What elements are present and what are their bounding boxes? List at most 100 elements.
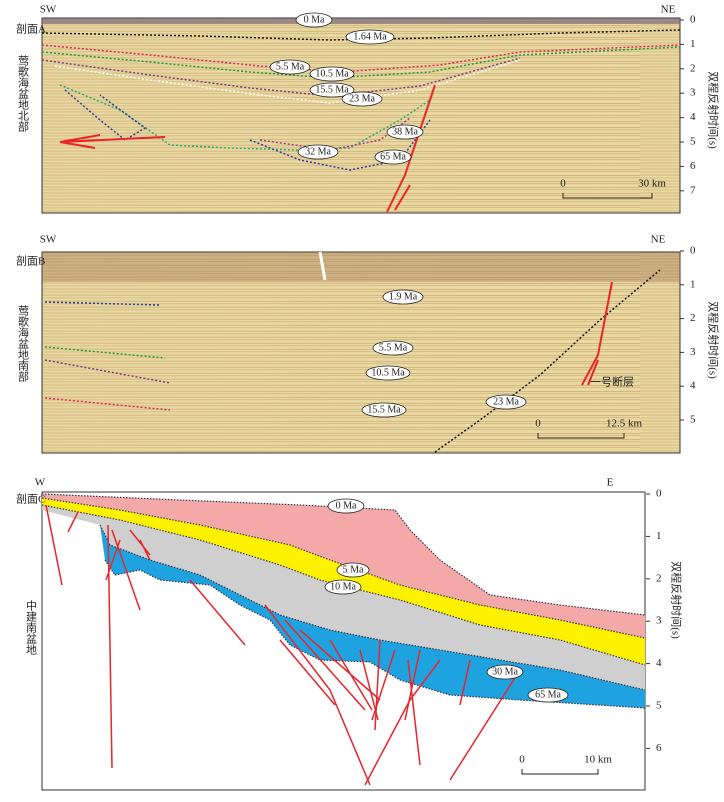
age-label-box <box>324 579 362 595</box>
age-label-box <box>374 149 412 165</box>
tick-label: 0 <box>690 245 696 257</box>
fault <box>45 504 521 786</box>
age-label-box <box>336 562 370 578</box>
axis-title: 双程反射时间(s) <box>669 561 683 639</box>
scale-label: 10 km <box>584 754 612 766</box>
age-label: 5.5 Ma <box>276 61 305 72</box>
age-label-box <box>295 12 333 28</box>
horizon <box>44 397 171 411</box>
layer-10-30 <box>42 505 645 690</box>
age-label: 5 Ma <box>343 564 364 575</box>
age-label-box <box>309 82 355 98</box>
age-label: 15.5 Ma <box>315 84 349 95</box>
age-label: 65 Ma <box>535 689 561 700</box>
age-label: 0 Ma <box>336 500 357 511</box>
panel-label: 剖面A <box>16 22 46 36</box>
tick-label: 1 <box>656 530 662 542</box>
tick-label: 6 <box>690 160 696 172</box>
age-label-box <box>527 687 569 703</box>
tick-label: 7 <box>690 184 696 196</box>
age-label: 5.5 Ma <box>379 342 408 353</box>
age-label: 1.64 Ma <box>353 31 387 42</box>
horizon <box>41 497 646 639</box>
scale-bar <box>537 433 625 439</box>
horizon <box>434 269 661 453</box>
tick-label: 2 <box>656 572 662 584</box>
axis-title: 双程反射时间(s) <box>706 71 720 149</box>
age-label-box <box>297 144 339 160</box>
age-label: 10 Ma <box>330 581 356 592</box>
tick-label: 4 <box>690 380 696 392</box>
age-label: 1.9 Ma <box>389 291 418 302</box>
age-label: 23 Ma <box>349 93 375 104</box>
horizon <box>99 524 646 691</box>
water-layer <box>42 18 680 24</box>
horizon <box>59 84 431 151</box>
age-label: 30 Ma <box>492 666 518 677</box>
direction-right: NE <box>661 4 676 16</box>
region-label: 中建南盆地 <box>24 600 37 655</box>
tick-label: 2 <box>690 62 696 74</box>
tick-label: 3 <box>690 87 696 99</box>
tick-label: 5 <box>690 136 696 148</box>
scale-label: 12.5 km <box>606 418 643 430</box>
horizon <box>41 504 646 666</box>
horizon <box>104 559 646 709</box>
horizon <box>44 359 171 384</box>
axis-title: 双程反射时间(s) <box>706 301 720 379</box>
direction-left: SW <box>40 4 57 16</box>
tick-label: 4 <box>690 111 696 123</box>
tick-label: 4 <box>656 657 662 669</box>
age-label: 10.5 Ma <box>371 367 405 378</box>
age-label-box <box>309 66 355 82</box>
horizon <box>41 493 646 616</box>
gap <box>318 251 327 281</box>
faults-c <box>45 504 521 786</box>
horizons-c <box>41 493 646 709</box>
upper-reflectors <box>42 252 680 282</box>
age-label-box <box>372 340 414 356</box>
fault <box>581 281 613 386</box>
fault-label: 一号断层 <box>590 375 634 389</box>
age-label: 38 Ma <box>392 126 418 137</box>
horizon <box>54 59 521 104</box>
layer-0-5 <box>42 494 645 638</box>
age-label-box <box>485 394 527 410</box>
tick-label: 3 <box>656 615 662 627</box>
direction-right: E <box>607 477 614 489</box>
scale-label: 0 <box>560 178 566 190</box>
scale-bar <box>521 769 599 775</box>
age-label: 32 Ma <box>305 146 331 157</box>
horizons-b <box>44 269 661 453</box>
horizon <box>44 346 166 359</box>
age-label: 65 Ma <box>380 151 406 162</box>
age-label-box <box>382 289 424 305</box>
tick-label: 1 <box>690 278 696 290</box>
direction-right: NE <box>651 234 666 246</box>
age-label: 15.5 Ma <box>367 404 401 415</box>
direction-left: SW <box>40 234 57 246</box>
scale-label: 30 km <box>638 178 666 190</box>
fault <box>59 84 436 213</box>
tick-label: 0 <box>656 488 662 500</box>
tick-label: 3 <box>690 346 696 358</box>
age-label-box <box>327 498 365 514</box>
tick-label: 5 <box>656 700 662 712</box>
tick-label: 0 <box>690 14 696 26</box>
panel-label: 剖面C <box>16 492 45 506</box>
scale-label: 0 <box>519 754 525 766</box>
tick-label: 5 <box>690 414 696 426</box>
layer-30-65 <box>100 525 645 708</box>
direction-left: W <box>35 477 46 489</box>
age-label-box <box>386 124 424 140</box>
age-label-box <box>365 365 411 381</box>
age-label-box <box>345 29 395 45</box>
tick-label: 2 <box>690 312 696 324</box>
age-label-box <box>361 402 407 418</box>
horizon <box>64 89 147 141</box>
age-label-box <box>486 664 524 680</box>
horizon <box>44 301 161 306</box>
region-label: 莺歌海盆地北部 <box>16 55 29 132</box>
horizon <box>249 119 431 171</box>
